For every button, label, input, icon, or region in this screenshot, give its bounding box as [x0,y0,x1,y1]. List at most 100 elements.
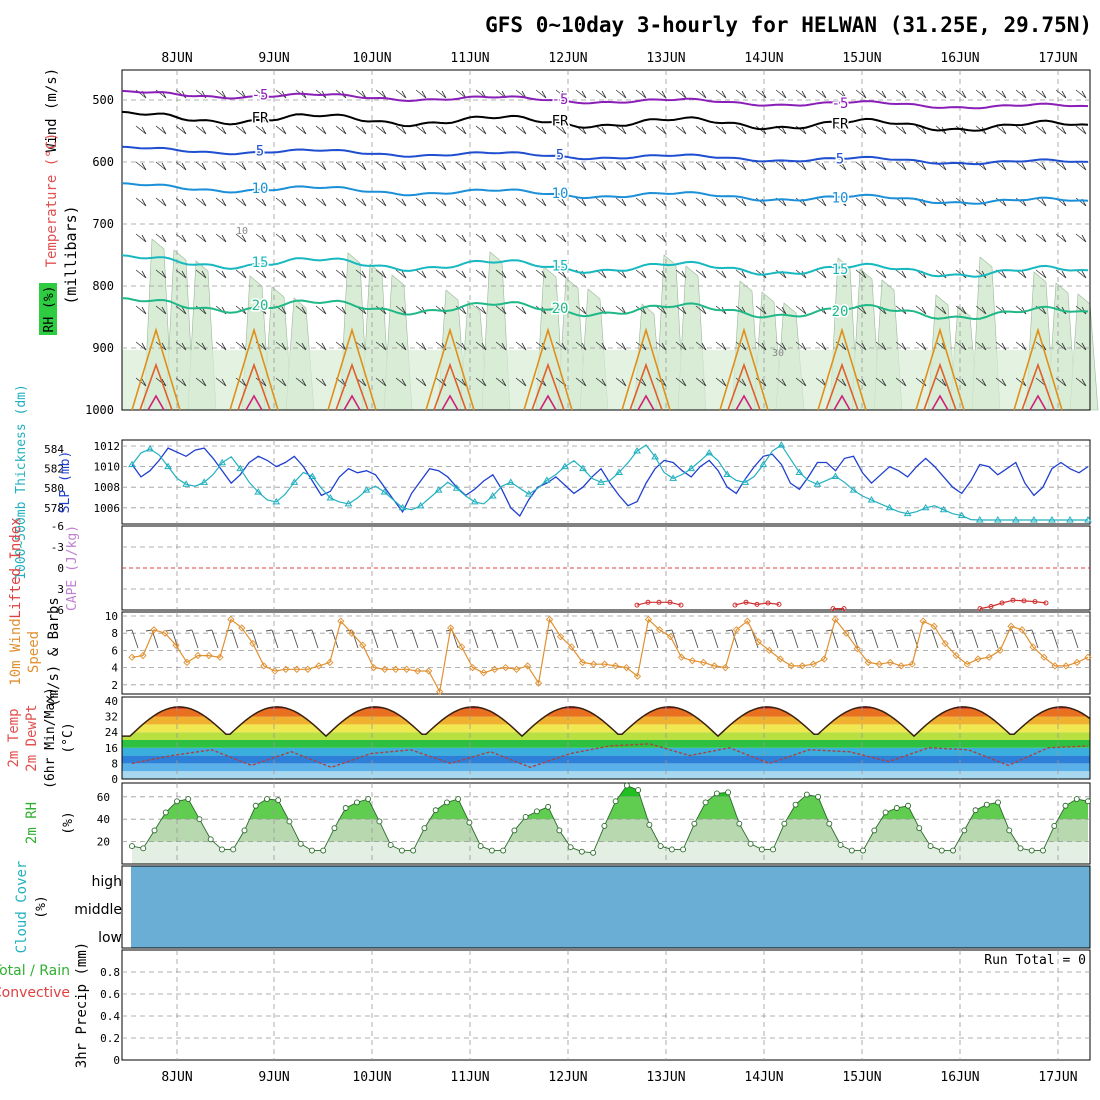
wind-barb [435,89,447,99]
rh-point [961,827,968,834]
wind-speed-point [644,615,653,624]
wind-barb [395,233,407,243]
thickness-tick-label: 582 [44,463,64,476]
rh-point [781,820,788,827]
wind-speed-point [490,665,499,673]
rh-shade [122,350,1090,410]
wind-barb [415,89,427,99]
wind-barb [375,269,387,279]
wind-barb [415,161,427,171]
rh-point [162,809,169,816]
wind-barb [875,233,887,243]
wind-barb [215,377,227,387]
wind-barb [875,269,887,279]
wind-barb [155,161,167,171]
panel-cape-lifted-index: -6 -3 0 3 6 Lifted Index CAPE (J/kg) [8,517,1091,619]
wind-speed-point [699,658,708,667]
wind-barb [315,377,327,387]
wind-barb [775,305,787,315]
wind-speed-point [974,655,982,663]
wind-barb [575,197,587,207]
warm-contour [539,394,557,411]
wind-barb [515,161,527,171]
wind-barb [975,89,987,99]
wind-barb [545,629,559,649]
wind-speed-point [315,662,323,670]
rh-point [691,820,698,827]
temp-tick-label: 40 [105,695,118,708]
warm-contour [433,362,467,411]
wind-barb [395,305,407,315]
wind-barb [335,341,347,351]
wind-barb [605,629,619,649]
wind-barb [995,161,1007,171]
thickness-point [1084,516,1092,523]
slp-tick-label: 1010 [94,461,121,474]
rh-point [252,802,259,809]
wind-speed-point [556,633,565,641]
wind-barb [375,341,387,351]
wind-barb [335,161,347,171]
warm-contour [719,327,769,411]
warm-contour [1013,327,1063,411]
wind-barb [895,89,907,99]
wind-speed-point [194,651,202,660]
wind-barb [855,233,867,243]
warm-contour [1029,394,1047,411]
thickness-point [1048,516,1056,523]
rh-point [983,801,990,808]
wind-barb [1015,233,1027,243]
wind-speed-point [1029,643,1037,651]
wind-barb [525,629,539,649]
wind-speed-point [688,657,697,665]
thickness-point [561,462,569,470]
warm-contour [139,362,173,411]
warm-contour [335,362,369,411]
panel-frame [121,782,1091,865]
wind-barb [785,629,799,649]
warm-contour [915,327,965,411]
rh-point [421,825,428,832]
wind-barb [215,341,227,351]
wind-barb [175,233,187,243]
bottom-date-axis: 8JUN 9JUN 10JUN 11JUN 12JUN 13JUN 14JUN 15JUN 16… [161,1070,1077,1085]
wind-barb [735,341,747,351]
isotherm-label: FR [832,117,849,133]
isotherm-label: 15 [252,255,269,271]
wind-barb [435,197,447,207]
wind-barb [965,629,979,649]
wind-barb [155,197,167,207]
wind-barb [1075,125,1087,135]
rh-point [758,846,765,853]
y-tick-label: 500 [92,93,114,107]
wind-barb [155,377,167,387]
wind-barb [295,125,307,135]
wind-barb [555,89,567,99]
wind-speed-point [765,646,773,655]
rh-point [601,822,608,829]
wind-barb [575,305,587,315]
rh-point [770,846,777,853]
wind-barb [335,305,347,315]
chart-title: GFS 0~10day 3-hourly for HELWAN (31.25E,… [485,13,1092,37]
rh-point [443,799,450,806]
rh-point [1062,802,1069,809]
panel-slp-thickness: 1012 1010 1008 1006 584 582 580 578 1000~500mb T… [14,384,1092,580]
thickness-point [146,445,154,452]
isotherm-label: 5 [556,148,564,164]
wind-speed-point [282,665,290,673]
wind-barb [835,233,847,243]
thickness-tick-label: 580 [44,482,64,495]
wind-barb [255,197,267,207]
rh-point [848,847,855,854]
wind-barb [155,305,167,315]
wind-speed-point [348,629,356,637]
thickness-point [993,516,1002,523]
wind-barb [1055,341,1067,351]
warm-contour [629,362,663,411]
wind-barb [275,197,287,207]
wind-barb [1015,125,1027,135]
wind-barb [675,305,687,315]
wind-barb [295,377,307,387]
wind-barb [1045,629,1059,649]
